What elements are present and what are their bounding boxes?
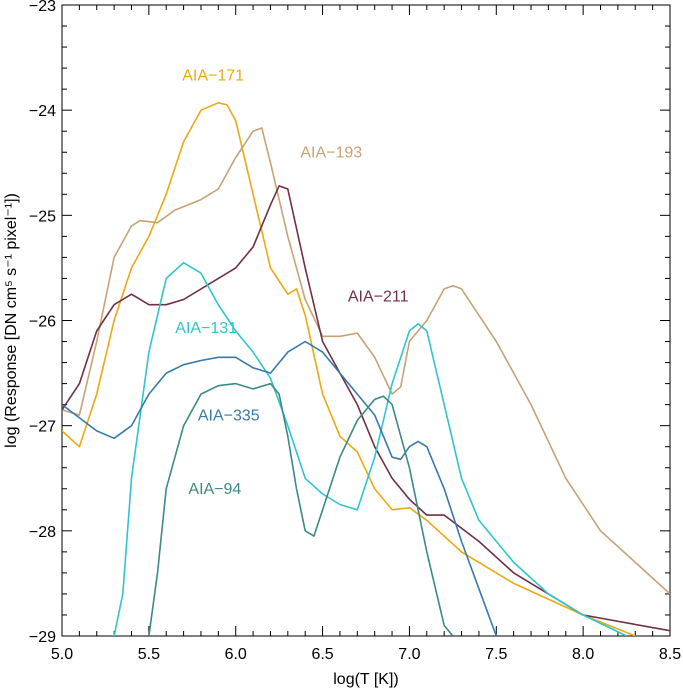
y-tick-label: −26 (29, 314, 56, 331)
series-line-aia-171 (62, 102, 636, 636)
series-line-aia-94 (148, 382, 454, 636)
x-tick-label: 8.5 (659, 646, 681, 663)
x-tick-label: 5.0 (51, 646, 73, 663)
series-label-aia-131: AIA−131 (175, 320, 237, 337)
y-tick-label: −25 (29, 208, 56, 225)
plot-frame (61, 4, 671, 637)
y-axis-title: log (Response [DN cm⁵ s⁻¹ pixel⁻¹]) (3, 193, 20, 448)
series-line-aia-131 (113, 261, 627, 636)
y-tick-label: −24 (29, 103, 56, 120)
series-line-aia-335 (62, 340, 498, 636)
x-tick-label: 8.0 (572, 646, 594, 663)
x-tick-label: 6.0 (225, 646, 247, 663)
y-tick-label: −27 (29, 419, 56, 436)
series-labels: AIA−171 AIA−193 AIA−211 AIA−131 AIA−335 AIA−9… (175, 68, 408, 498)
x-tick-label: 7.0 (398, 646, 420, 663)
series-line-aia-211 (62, 185, 670, 632)
x-tick-label: 5.5 (138, 646, 160, 663)
x-axis-title: log(T [K]) (333, 671, 399, 688)
x-tick-label: 7.5 (485, 646, 507, 663)
series-label-aia-193: AIA−193 (300, 144, 362, 161)
series-lines (62, 102, 670, 636)
y-tick-label: −28 (29, 524, 56, 541)
y-tick-label: −29 (29, 629, 56, 646)
y-tick-label: −23 (29, 0, 56, 15)
series-label-aia-94: AIA−94 (188, 481, 241, 498)
x-tick-label: 6.5 (311, 646, 333, 663)
series-line-aia-193 (62, 127, 670, 595)
axis-ticks: 5.0 5.5 6.0 6.5 7.0 7.5 8.0 8.5 −29 −28 −27 −26 −25 −… (29, 0, 681, 663)
series-label-aia-211: AIA−211 (348, 289, 409, 306)
series-label-aia-335: AIA−335 (198, 407, 260, 424)
series-label-aia-171: AIA−171 (182, 68, 244, 85)
